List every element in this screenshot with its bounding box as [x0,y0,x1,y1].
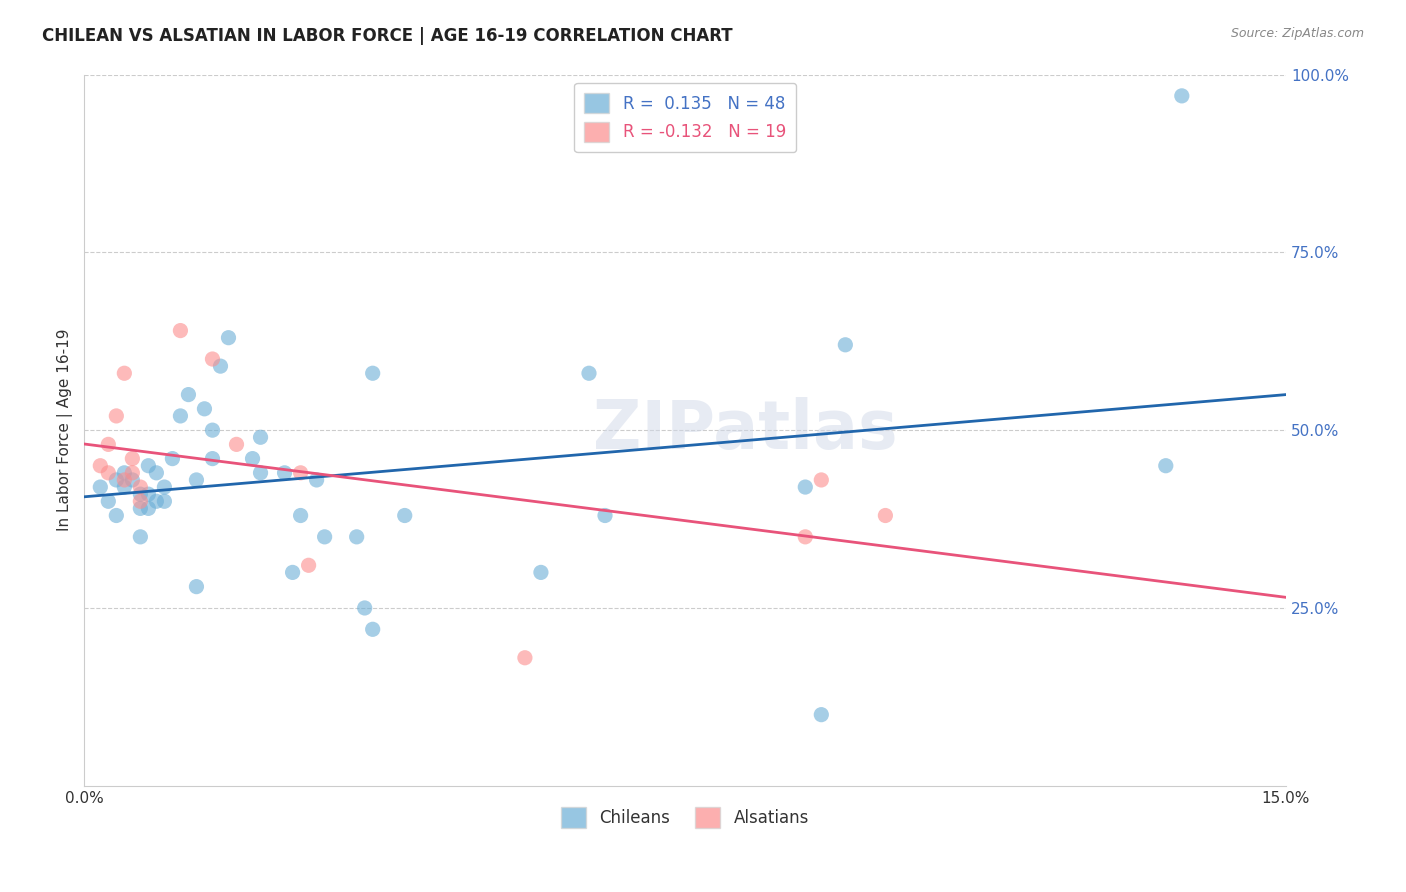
Point [112,473,135,487]
Point [105,508,128,523]
Point [112,480,135,494]
Point [193,401,215,416]
Point [314,530,336,544]
Point [129,494,152,508]
Point [121,473,143,487]
Point [1171,88,1194,103]
Point [112,366,135,380]
Point [121,466,143,480]
Point [201,351,224,366]
Legend: Chileans, Alsatians: Chileans, Alsatians [554,801,815,834]
Point [177,387,200,401]
Point [105,473,128,487]
Point [513,650,536,665]
Point [394,508,416,523]
Y-axis label: In Labor Force | Age 16-19: In Labor Force | Age 16-19 [58,329,73,532]
Point [89,480,111,494]
Point [225,437,247,451]
Point [346,530,368,544]
Point [361,623,384,637]
Point [201,451,224,466]
Point [186,580,208,594]
Point [361,366,384,380]
Point [97,466,120,480]
Point [218,331,240,345]
Point [290,508,312,523]
Point [794,480,817,494]
Text: ZIPatlas: ZIPatlas [593,397,897,463]
Point [1154,458,1177,473]
Point [353,601,375,615]
Text: Source: ZipAtlas.com: Source: ZipAtlas.com [1230,27,1364,40]
Point [169,409,191,423]
Point [273,466,295,480]
Point [810,473,832,487]
Point [249,430,271,444]
Point [145,466,167,480]
Point [186,473,208,487]
Point [530,566,553,580]
Point [129,487,152,501]
Point [145,494,167,508]
Point [169,324,191,338]
Point [153,494,176,508]
Point [138,458,160,473]
Point [209,359,232,373]
Point [138,501,160,516]
Point [121,451,143,466]
Point [129,480,152,494]
Point [305,473,328,487]
Point [794,530,817,544]
Point [290,466,312,480]
Point [578,366,600,380]
Point [201,423,224,437]
Text: CHILEAN VS ALSATIAN IN LABOR FORCE | AGE 16-19 CORRELATION CHART: CHILEAN VS ALSATIAN IN LABOR FORCE | AGE… [42,27,733,45]
Point [112,466,135,480]
Point [105,409,128,423]
Point [162,451,184,466]
Point [281,566,304,580]
Point [242,451,264,466]
Point [875,508,897,523]
Point [834,338,856,352]
Point [138,487,160,501]
Point [810,707,832,722]
Point [129,530,152,544]
Point [97,494,120,508]
Point [129,501,152,516]
Point [89,458,111,473]
Point [153,480,176,494]
Point [97,437,120,451]
Point [249,466,271,480]
Point [297,558,319,573]
Point [593,508,616,523]
